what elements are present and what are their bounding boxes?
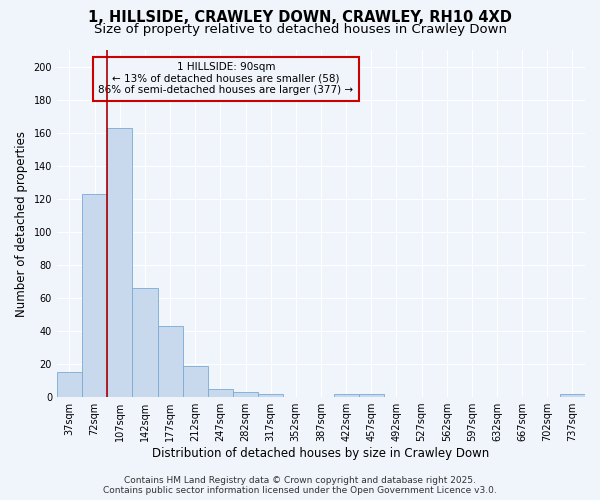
Y-axis label: Number of detached properties: Number of detached properties xyxy=(15,130,28,316)
Text: 1 HILLSIDE: 90sqm
← 13% of detached houses are smaller (58)
86% of semi-detached: 1 HILLSIDE: 90sqm ← 13% of detached hous… xyxy=(98,62,353,96)
Bar xyxy=(182,366,208,397)
X-axis label: Distribution of detached houses by size in Crawley Down: Distribution of detached houses by size … xyxy=(152,447,490,460)
Text: 1, HILLSIDE, CRAWLEY DOWN, CRAWLEY, RH10 4XD: 1, HILLSIDE, CRAWLEY DOWN, CRAWLEY, RH10… xyxy=(88,10,512,25)
Bar xyxy=(158,326,182,397)
Bar xyxy=(107,128,133,397)
Text: Size of property relative to detached houses in Crawley Down: Size of property relative to detached ho… xyxy=(94,22,506,36)
Bar xyxy=(82,194,107,397)
Bar xyxy=(334,394,359,397)
Bar xyxy=(359,394,384,397)
Bar xyxy=(258,394,283,397)
Bar xyxy=(133,288,158,397)
Bar xyxy=(57,372,82,397)
Text: Contains HM Land Registry data © Crown copyright and database right 2025.
Contai: Contains HM Land Registry data © Crown c… xyxy=(103,476,497,495)
Bar xyxy=(560,394,585,397)
Bar xyxy=(233,392,258,397)
Bar xyxy=(208,389,233,397)
